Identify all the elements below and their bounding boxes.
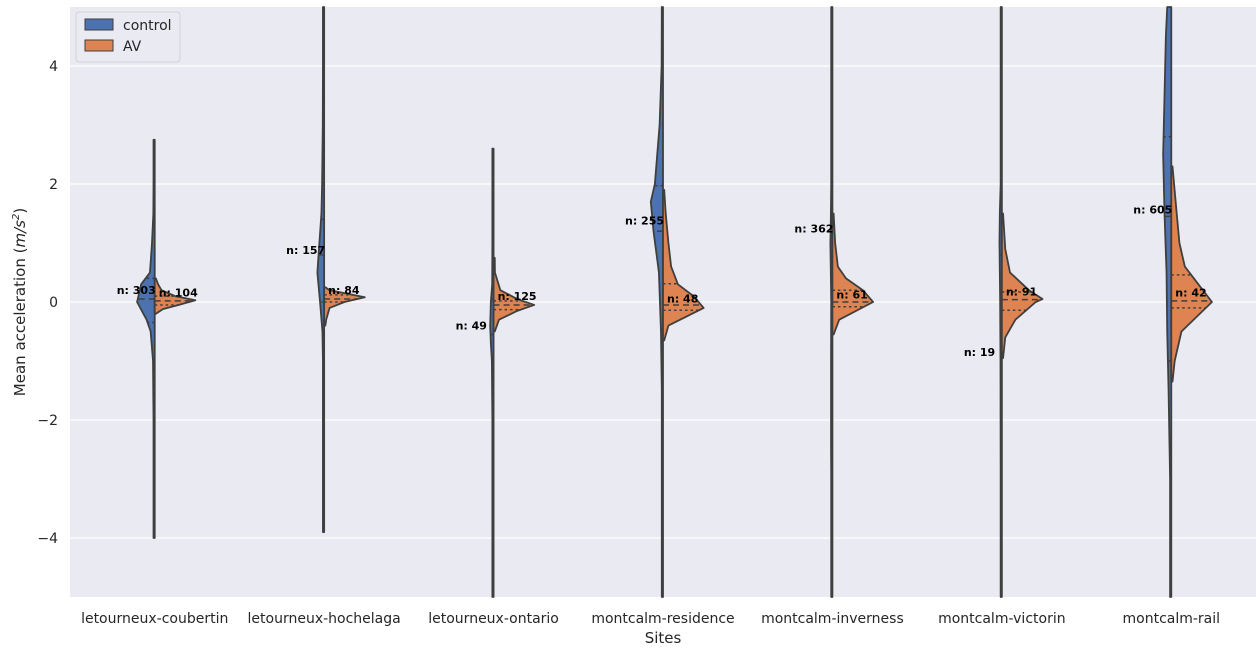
violin-av-letourneux-hochelaga — [323, 286, 366, 327]
n-label-control-montcalm-residence: n: 255 — [625, 215, 664, 228]
x-tick-labels: letourneux-coubertin letourneux-hochelaga… — [81, 611, 1220, 627]
legend-swatch-av — [84, 39, 114, 52]
y-tick-label: 2 — [49, 177, 58, 193]
n-label-control-letourneux-hochelaga: n: 157 — [286, 244, 325, 257]
n-labels: n: 303 n: 157 n: 49 n: 255 n: 362 n: 19 n: 605… — [117, 203, 1207, 359]
n-label-control-montcalm-inverness: n: 362 — [794, 222, 833, 235]
y-tick-label: 4 — [49, 59, 58, 75]
y-tick-labels: −4 −2 0 2 4 — [37, 59, 58, 547]
x-tick-label: letourneux-ontario — [428, 611, 559, 627]
violin-control-montcalm-rail — [1162, 6, 1173, 598]
y-axis-label-unit: m/s — [11, 220, 29, 248]
n-label-control-montcalm-victorin: n: 19 — [964, 346, 995, 359]
n-label-av-letourneux-ontario: n: 125 — [498, 290, 537, 303]
n-label-av-montcalm-inverness: n: 61 — [836, 288, 867, 301]
n-label-control-letourneux-coubertin: n: 303 — [117, 284, 156, 297]
violin-control-montcalm-residence — [649, 6, 664, 598]
violins — [136, 6, 1213, 598]
legend-label-av: AV — [123, 39, 142, 55]
x-tick-label: letourneux-hochelaga — [248, 611, 401, 627]
violin-av-montcalm-residence — [662, 189, 705, 342]
violin-control-montcalm-victorin — [998, 6, 1003, 598]
y-axis-label-suffix: ) — [11, 208, 29, 214]
n-label-av-montcalm-rail: n: 42 — [1175, 287, 1206, 300]
n-label-control-letourneux-ontario: n: 49 — [456, 320, 487, 333]
violin-av-letourneux-ontario — [492, 256, 536, 333]
y-tick-label: 0 — [49, 295, 58, 311]
violin-control-letourneux-coubertin — [136, 138, 156, 539]
legend-swatch-control — [84, 18, 114, 31]
x-tick-label: montcalm-victorin — [938, 611, 1066, 627]
violin-av-montcalm-rail — [1170, 165, 1213, 383]
x-tick-label: montcalm-inverness — [761, 611, 904, 627]
x-tick-label: montcalm-rail — [1123, 611, 1221, 627]
y-tick-label: −4 — [37, 531, 58, 547]
n-label-av-montcalm-victorin: n: 91 — [1006, 285, 1037, 298]
legend: control AV — [75, 11, 181, 63]
n-label-av-letourneux-coubertin: n: 104 — [159, 287, 198, 300]
n-label-av-montcalm-residence: n: 48 — [667, 292, 698, 305]
violin-av-montcalm-victorin — [1000, 212, 1044, 359]
y-axis-label: Mean acceleration (m/s2) — [11, 208, 29, 396]
y-axis-label-exponent: 2 — [11, 214, 22, 220]
violin-av-montcalm-inverness — [831, 212, 874, 336]
y-tick-label: −2 — [37, 413, 58, 429]
x-tick-label: letourneux-coubertin — [81, 611, 228, 627]
violin-control-letourneux-hochelaga — [316, 6, 326, 533]
y-axis-label-prefix: Mean acceleration ( — [11, 248, 29, 397]
n-label-av-letourneux-hochelaga: n: 84 — [328, 284, 360, 297]
x-tick-label: montcalm-residence — [591, 611, 734, 627]
legend-label-control: control — [123, 18, 172, 34]
x-axis-label: Sites — [645, 629, 682, 647]
n-label-control-montcalm-rail: n: 605 — [1133, 203, 1172, 216]
violin-av-letourneux-coubertin — [153, 277, 197, 315]
